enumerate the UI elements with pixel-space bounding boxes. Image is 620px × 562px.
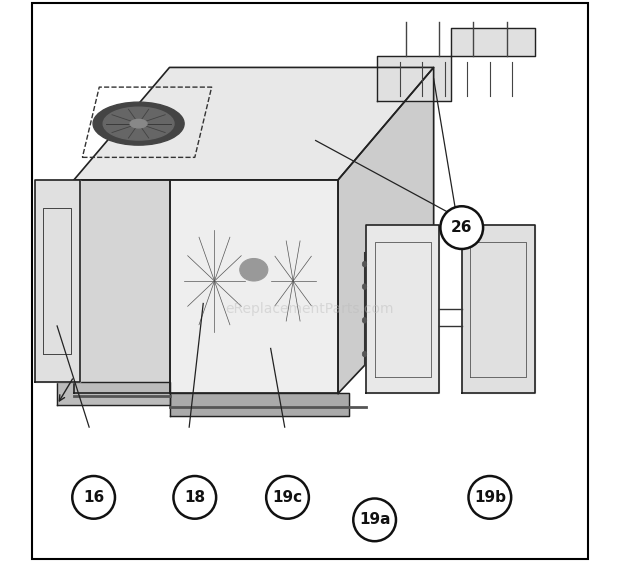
Polygon shape [169,393,349,416]
Polygon shape [378,28,535,101]
Ellipse shape [362,318,367,323]
Ellipse shape [93,102,184,145]
Text: 16: 16 [83,490,104,505]
Ellipse shape [103,107,174,140]
Polygon shape [338,67,433,393]
Ellipse shape [240,259,268,281]
Circle shape [353,498,396,541]
Text: 19b: 19b [474,490,506,505]
Text: 19c: 19c [272,490,303,505]
Ellipse shape [130,120,147,128]
Text: 18: 18 [184,490,205,505]
Circle shape [469,476,512,519]
Ellipse shape [362,261,367,267]
Polygon shape [57,382,169,405]
Polygon shape [35,180,79,382]
Text: 19a: 19a [359,513,391,527]
Circle shape [73,476,115,519]
Circle shape [266,476,309,519]
Polygon shape [74,180,169,393]
Circle shape [174,476,216,519]
Polygon shape [74,67,433,180]
Polygon shape [366,225,439,393]
Text: eReplacementParts.com: eReplacementParts.com [226,302,394,316]
Circle shape [440,206,483,249]
Polygon shape [169,180,338,393]
Text: 26: 26 [451,220,472,235]
Ellipse shape [362,351,367,357]
Polygon shape [462,225,535,393]
Ellipse shape [362,284,367,289]
